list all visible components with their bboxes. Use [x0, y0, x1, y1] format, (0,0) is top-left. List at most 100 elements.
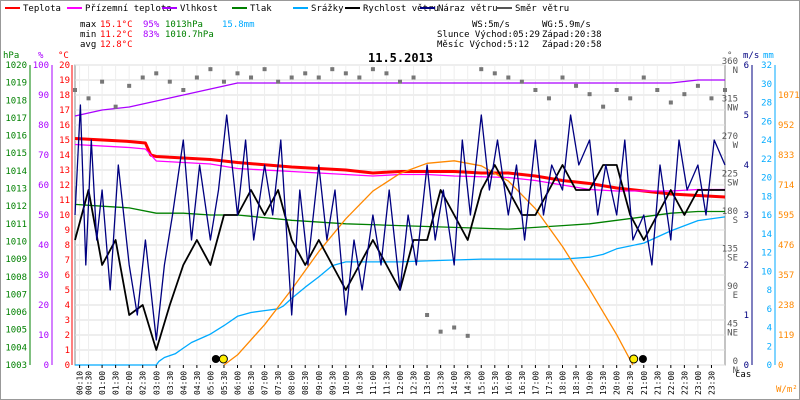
tick-degc-6: 6 — [65, 271, 70, 281]
tick-deg-dir-5: SW — [727, 179, 738, 189]
tick-mm-10: 20 — [761, 174, 772, 184]
wind-dir-point-7 — [167, 79, 172, 84]
stat-min-hum: 83% — [143, 30, 160, 40]
wind-dir-point-22 — [370, 67, 375, 72]
left-axes: 1003100410051006100710081009101010111012… — [5, 61, 73, 371]
x-tick-5: 02:30 — [139, 371, 148, 395]
tick-hpa-11: 1014 — [5, 167, 27, 177]
x-tick-18: 09:00 — [315, 371, 324, 395]
legend-label-6: Náraz větru — [438, 4, 498, 14]
wind-dir-point-19 — [330, 67, 335, 72]
tick-pct-9: 90 — [38, 91, 49, 101]
tick-wm2-2: 238 — [778, 301, 794, 311]
tick-pct-7: 70 — [38, 151, 49, 161]
tick-deg-dir-4: S — [733, 216, 738, 226]
tick-pct-4: 40 — [38, 241, 49, 251]
tick-deg-0: 0 — [733, 357, 738, 367]
astro-info: WS:5m/s WG:5.9m/s Slunce Východ:05:29 Zá… — [437, 20, 602, 50]
tick-hpa-8: 1011 — [5, 220, 27, 230]
stat-max-rain: 15.8mm — [222, 20, 255, 30]
moonrise-marker — [211, 355, 220, 363]
legend-label-7: Směr větru — [515, 4, 569, 14]
stat-min-press: 1010.7hPa — [165, 30, 214, 40]
tick-hpa-12: 1015 — [5, 149, 27, 159]
wind-dir-point-20 — [343, 71, 348, 76]
tick-deg-5: 225 — [722, 170, 738, 180]
axis-title-ms: m/s — [743, 51, 759, 61]
stat-max-press: 1013hPa — [165, 20, 203, 30]
tick-mm-5: 10 — [761, 267, 772, 277]
x-tick-32: 16:00 — [504, 371, 513, 395]
tick-degc-18: 18 — [59, 91, 70, 101]
wind-dir-point-45 — [682, 92, 687, 97]
tick-degc-19: 19 — [59, 76, 70, 86]
stat-max-hum: 95% — [143, 20, 160, 30]
series-line-7 — [74, 104, 726, 341]
stats-block: max 15.1°C 95% 1013hPa 15.8mm min 11.2°C… — [80, 20, 255, 50]
legend-label-3: Tlak — [250, 4, 272, 14]
x-tick-30: 15:00 — [477, 371, 486, 395]
x-tick-39: 19:30 — [599, 371, 608, 395]
tick-degc-8: 8 — [65, 241, 70, 251]
tick-mm-16: 32 — [761, 61, 772, 71]
tick-degc-0: 0 — [65, 361, 70, 371]
x-tick-43: 21:30 — [653, 371, 662, 395]
wind-dir-point-43 — [655, 88, 660, 92]
x-tick-7: 03:30 — [166, 371, 175, 395]
tick-deg-2: 90 — [727, 282, 738, 292]
tick-pct-10: 100 — [33, 61, 49, 71]
wind-dir-point-25 — [411, 75, 416, 80]
tick-degc-10: 10 — [59, 211, 70, 221]
wind-dir-point-10 — [208, 67, 213, 72]
info-moon: Měsíc Východ:5:12 — [437, 40, 529, 50]
tick-degc-13: 13 — [59, 166, 70, 176]
tick-degc-5: 5 — [65, 286, 70, 296]
x-tick-35: 17:30 — [545, 371, 554, 395]
tick-pct-6: 60 — [38, 181, 49, 191]
tick-degc-14: 14 — [59, 151, 70, 161]
tick-mm-11: 22 — [761, 155, 772, 165]
tick-mm-4: 8 — [767, 286, 772, 296]
stat-min-temp: 11.2°C — [100, 30, 133, 40]
tick-mm-6: 12 — [761, 249, 772, 259]
info-ws: WS:5m/s — [472, 20, 510, 30]
x-tick-27: 13:30 — [437, 371, 446, 395]
x-tick-14: 07:00 — [261, 371, 270, 395]
tick-mm-0: 0 — [767, 361, 772, 371]
tick-degc-7: 7 — [65, 256, 70, 266]
x-tick-1: 00:30 — [85, 371, 94, 395]
tick-ms-5: 5 — [744, 111, 749, 121]
tick-hpa-15: 1018 — [5, 96, 27, 106]
series-line-4 — [75, 216, 726, 366]
x-tick-19: 09:30 — [328, 371, 337, 395]
x-tick-22: 11:00 — [369, 371, 378, 395]
tick-hpa-17: 1020 — [5, 61, 27, 71]
x-tick-9: 04:30 — [193, 371, 202, 395]
x-tick-4: 02:00 — [125, 371, 134, 395]
tick-wm2-7: 833 — [778, 151, 794, 161]
x-tick-38: 19:00 — [586, 371, 595, 395]
tick-deg-dir-0: N — [733, 366, 738, 376]
moonset-marker — [638, 355, 647, 363]
legend-label-1: Přízemní teplota — [85, 4, 172, 14]
wind-dir-point-15 — [276, 79, 281, 84]
legend-label-2: Vlhkost — [180, 4, 218, 14]
wind-dir-point-1 — [86, 96, 91, 101]
tick-hpa-1: 1004 — [5, 343, 27, 353]
wind-dir-point-14 — [262, 67, 267, 72]
wind-dir-point-0 — [73, 88, 77, 92]
wind-dir-point-37 — [574, 83, 579, 88]
wind-dir-point-8 — [181, 88, 186, 92]
tick-mm-8: 16 — [761, 211, 772, 221]
tick-mm-3: 6 — [767, 305, 772, 315]
x-tick-31: 15:30 — [491, 371, 500, 395]
legend-label-0: Teplota — [23, 4, 61, 14]
x-tick-23: 11:30 — [382, 371, 391, 395]
tick-pct-1: 10 — [38, 331, 49, 341]
wind-dir-point-26 — [425, 313, 430, 317]
tick-wm2-1: 119 — [778, 331, 794, 341]
tick-mm-1: 2 — [767, 342, 772, 352]
tick-wm2-5: 595 — [778, 211, 794, 221]
legend-label-5: Rychlost větru — [363, 4, 439, 14]
